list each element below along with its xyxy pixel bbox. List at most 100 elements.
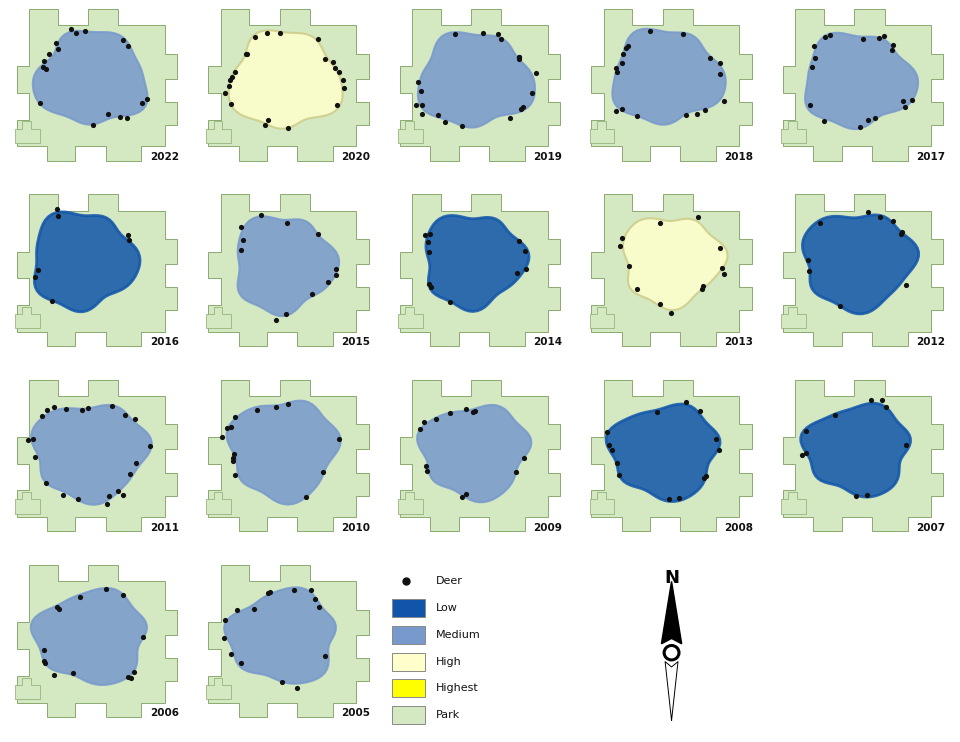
Polygon shape bbox=[665, 662, 678, 720]
Point bbox=[81, 402, 96, 414]
Point bbox=[142, 440, 157, 452]
Point bbox=[525, 87, 540, 99]
Polygon shape bbox=[14, 306, 39, 328]
Point bbox=[643, 24, 659, 36]
Polygon shape bbox=[589, 306, 614, 328]
Polygon shape bbox=[206, 306, 231, 328]
Point bbox=[408, 99, 423, 111]
Point bbox=[860, 489, 876, 501]
Point bbox=[280, 122, 296, 134]
Point bbox=[25, 433, 40, 445]
Point bbox=[618, 42, 634, 54]
Point bbox=[224, 421, 239, 433]
Point bbox=[817, 30, 832, 42]
Polygon shape bbox=[208, 9, 369, 160]
Point bbox=[49, 203, 64, 215]
Point bbox=[454, 120, 469, 132]
Point bbox=[70, 493, 85, 505]
Point bbox=[517, 246, 533, 257]
Point bbox=[260, 114, 276, 125]
Point bbox=[278, 309, 294, 321]
Point bbox=[420, 236, 436, 248]
Point bbox=[467, 405, 482, 417]
Point bbox=[828, 409, 843, 421]
Point bbox=[708, 433, 724, 445]
Point bbox=[214, 431, 229, 443]
Point bbox=[849, 490, 864, 502]
Point bbox=[260, 587, 276, 599]
Point bbox=[801, 254, 816, 266]
Point bbox=[874, 394, 889, 406]
Point bbox=[36, 644, 52, 656]
Point bbox=[885, 39, 900, 51]
Polygon shape bbox=[781, 492, 806, 513]
Point bbox=[325, 56, 341, 68]
Text: 2005: 2005 bbox=[342, 709, 371, 718]
Point bbox=[98, 583, 113, 595]
Point bbox=[512, 51, 527, 63]
Polygon shape bbox=[398, 492, 423, 513]
Point bbox=[279, 217, 295, 229]
Point bbox=[310, 33, 325, 45]
Point bbox=[679, 109, 694, 121]
Point bbox=[85, 119, 101, 131]
Point bbox=[415, 108, 430, 120]
Point bbox=[122, 468, 137, 480]
Polygon shape bbox=[803, 215, 919, 314]
Point bbox=[712, 68, 728, 79]
Text: 2014: 2014 bbox=[533, 338, 562, 347]
Point bbox=[135, 631, 151, 643]
Polygon shape bbox=[782, 380, 944, 531]
Point bbox=[44, 295, 60, 307]
Point bbox=[712, 242, 728, 254]
Text: 2013: 2013 bbox=[725, 338, 754, 347]
Point bbox=[653, 298, 668, 310]
Point bbox=[604, 444, 619, 456]
Text: Highest: Highest bbox=[436, 683, 478, 693]
Point bbox=[304, 289, 320, 301]
Point bbox=[228, 411, 243, 423]
Point bbox=[529, 68, 544, 79]
Point bbox=[418, 229, 433, 241]
Point bbox=[233, 657, 249, 669]
Polygon shape bbox=[591, 380, 752, 531]
Text: 2006: 2006 bbox=[150, 709, 179, 718]
Point bbox=[101, 490, 116, 502]
Point bbox=[676, 28, 691, 40]
Point bbox=[303, 585, 319, 597]
Bar bbox=[392, 653, 424, 671]
Point bbox=[226, 455, 241, 467]
Point bbox=[695, 280, 710, 292]
Text: 2007: 2007 bbox=[916, 523, 946, 533]
Point bbox=[612, 240, 628, 252]
Point bbox=[248, 31, 263, 43]
Polygon shape bbox=[14, 492, 39, 513]
Point bbox=[72, 591, 87, 603]
Polygon shape bbox=[398, 122, 423, 142]
Text: 2012: 2012 bbox=[916, 338, 946, 347]
Point bbox=[49, 601, 64, 613]
Point bbox=[716, 268, 732, 280]
Point bbox=[459, 487, 474, 499]
Point bbox=[124, 672, 139, 683]
Point bbox=[898, 102, 913, 114]
Point bbox=[229, 604, 245, 616]
Polygon shape bbox=[399, 9, 561, 160]
Polygon shape bbox=[16, 380, 178, 531]
Point bbox=[798, 447, 813, 459]
Polygon shape bbox=[399, 380, 561, 531]
Polygon shape bbox=[623, 218, 728, 310]
Polygon shape bbox=[31, 405, 152, 505]
Point bbox=[465, 407, 480, 418]
Point bbox=[233, 244, 249, 256]
Text: N: N bbox=[664, 569, 679, 587]
Point bbox=[331, 66, 347, 78]
Point bbox=[696, 472, 711, 484]
Point bbox=[512, 50, 527, 62]
Point bbox=[120, 229, 135, 241]
Point bbox=[275, 676, 290, 688]
Point bbox=[222, 74, 237, 86]
Point bbox=[128, 413, 143, 425]
Point bbox=[299, 491, 314, 503]
Point bbox=[899, 439, 914, 450]
